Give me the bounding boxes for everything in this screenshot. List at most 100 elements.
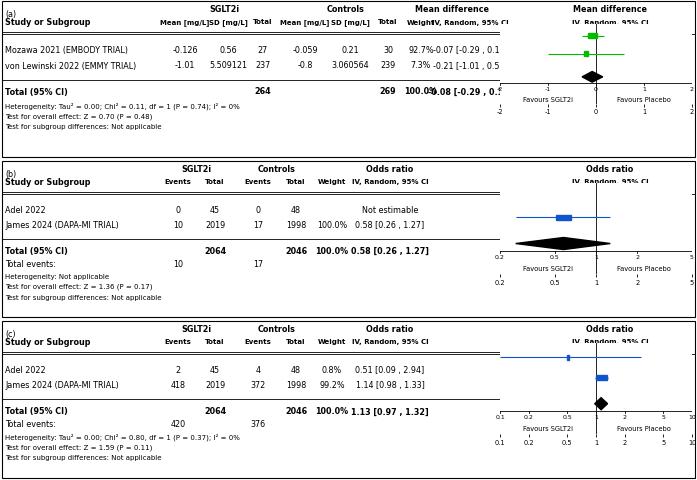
- Text: SD [mg/L]: SD [mg/L]: [330, 19, 369, 26]
- Text: (a): (a): [5, 10, 16, 19]
- Text: Controls: Controls: [327, 5, 365, 14]
- Text: Test for subgroup differences: Not applicable: Test for subgroup differences: Not appli…: [5, 294, 162, 300]
- Text: Study or Subgroup: Study or Subgroup: [5, 18, 91, 27]
- Text: (b): (b): [5, 169, 16, 179]
- Text: -0.07 [-0.29 , 0.16]: -0.07 [-0.29 , 0.16]: [433, 46, 507, 55]
- Text: IV, Random, 95% CI: IV, Random, 95% CI: [352, 339, 429, 345]
- Text: -1: -1: [545, 86, 551, 92]
- Text: 2046: 2046: [285, 407, 307, 416]
- Text: -0.059: -0.059: [292, 46, 318, 55]
- Text: 0: 0: [176, 205, 181, 214]
- Text: 1998: 1998: [286, 381, 306, 390]
- Text: 48: 48: [291, 365, 301, 374]
- Text: von Lewinski 2022 (EMMY TRIAL): von Lewinski 2022 (EMMY TRIAL): [5, 61, 136, 71]
- Text: Total: Total: [286, 339, 306, 345]
- Text: Test for subgroup differences: Not applicable: Test for subgroup differences: Not appli…: [5, 124, 162, 130]
- Text: 48: 48: [291, 205, 301, 214]
- Text: Odds ratio: Odds ratio: [586, 165, 634, 174]
- Text: Odds ratio: Odds ratio: [367, 165, 413, 174]
- Text: Heterogeneity: Tau² = 0.00; Chi² = 0.11, df = 1 (P = 0.74); I² = 0%: Heterogeneity: Tau² = 0.00; Chi² = 0.11,…: [5, 103, 240, 110]
- Text: Mean difference: Mean difference: [415, 5, 489, 14]
- Text: 0.5: 0.5: [562, 414, 572, 419]
- Text: 0.1: 0.1: [495, 414, 505, 419]
- Polygon shape: [516, 238, 611, 250]
- Text: 1: 1: [594, 254, 598, 259]
- Text: 4: 4: [256, 365, 261, 374]
- Text: Controls: Controls: [258, 324, 296, 334]
- Text: 0.8%: 0.8%: [322, 365, 342, 374]
- Text: 0.51 [0.09 , 2.94]: 0.51 [0.09 , 2.94]: [355, 365, 424, 374]
- Text: Mean difference: Mean difference: [573, 5, 647, 14]
- Text: 10: 10: [688, 414, 696, 419]
- Text: 1.14 [0.98 , 1.33]: 1.14 [0.98 , 1.33]: [355, 381, 424, 390]
- Text: 2: 2: [623, 414, 627, 419]
- Bar: [588, 35, 597, 39]
- Text: Total: Total: [205, 179, 224, 185]
- Text: 2: 2: [636, 254, 639, 259]
- Text: Study or Subgroup: Study or Subgroup: [5, 337, 91, 346]
- Text: IV, Random, 95% CI: IV, Random, 95% CI: [572, 179, 648, 185]
- Text: 99.2%: 99.2%: [319, 381, 345, 390]
- Text: 1: 1: [642, 86, 646, 92]
- Text: Total (95% CI): Total (95% CI): [5, 247, 68, 256]
- Text: 0.58 [0.26 , 1.27]: 0.58 [0.26 , 1.27]: [355, 221, 424, 230]
- Text: 10: 10: [173, 221, 183, 230]
- Text: Odds ratio: Odds ratio: [367, 324, 413, 334]
- Text: 0: 0: [594, 86, 598, 92]
- Text: Total (95% CI): Total (95% CI): [5, 407, 68, 416]
- Text: 2: 2: [176, 365, 181, 374]
- Text: 420: 420: [171, 419, 185, 428]
- Text: 0.56: 0.56: [219, 46, 237, 55]
- Text: 0.58 [0.26 , 1.27]: 0.58 [0.26 , 1.27]: [351, 247, 429, 256]
- Text: Test for subgroup differences: Not applicable: Test for subgroup differences: Not appli…: [5, 454, 162, 460]
- Text: 1: 1: [594, 414, 598, 419]
- Text: Test for overall effect: Z = 1.36 (P = 0.17): Test for overall effect: Z = 1.36 (P = 0…: [5, 283, 153, 290]
- Text: Favours SGLT2i: Favours SGLT2i: [523, 265, 573, 271]
- Text: 1.13 [0.97 , 1.32]: 1.13 [0.97 , 1.32]: [351, 407, 429, 416]
- Text: Events: Events: [245, 179, 271, 185]
- Text: 418: 418: [171, 381, 185, 390]
- Text: Total (95% CI): Total (95% CI): [5, 87, 68, 96]
- Text: 100.0%: 100.0%: [317, 221, 347, 230]
- Text: 5: 5: [661, 414, 665, 419]
- Text: James 2024 (DAPA-MI TRIAL): James 2024 (DAPA-MI TRIAL): [5, 221, 118, 230]
- Text: 372: 372: [250, 381, 266, 390]
- Text: -2: -2: [497, 86, 503, 92]
- Text: Study or Subgroup: Study or Subgroup: [5, 177, 91, 186]
- Bar: [596, 375, 607, 381]
- Text: Weight: Weight: [407, 20, 435, 25]
- Text: SGLT2i: SGLT2i: [181, 165, 211, 174]
- Text: Heterogeneity: Not applicable: Heterogeneity: Not applicable: [5, 273, 109, 279]
- Text: 45: 45: [210, 365, 220, 374]
- Text: Mean [mg/L]: Mean [mg/L]: [160, 19, 210, 26]
- Text: IV, Random, 95% CI: IV, Random, 95% CI: [352, 179, 429, 185]
- Text: 264: 264: [254, 87, 271, 96]
- Text: 0.21: 0.21: [342, 46, 359, 55]
- Text: Weight: Weight: [318, 339, 346, 345]
- Text: Heterogeneity: Tau² = 0.00; Chi² = 0.80, df = 1 (P = 0.37); I² = 0%: Heterogeneity: Tau² = 0.00; Chi² = 0.80,…: [5, 432, 240, 440]
- Text: -1.01: -1.01: [175, 61, 195, 71]
- Text: -0.21 [-1.01 , 0.59]: -0.21 [-1.01 , 0.59]: [433, 61, 507, 71]
- Text: Total: Total: [286, 179, 306, 185]
- Text: 10: 10: [173, 259, 183, 268]
- Text: 17: 17: [253, 221, 263, 230]
- Text: Odds ratio: Odds ratio: [586, 324, 634, 334]
- Text: Favours Placebo: Favours Placebo: [617, 425, 671, 431]
- Text: 45: 45: [210, 205, 220, 214]
- Text: 237: 237: [255, 61, 270, 71]
- Text: 2019: 2019: [205, 381, 225, 390]
- Text: 100.0%: 100.0%: [316, 247, 348, 256]
- Bar: [584, 52, 588, 57]
- Text: 30: 30: [383, 46, 393, 55]
- Text: 2019: 2019: [205, 221, 225, 230]
- Text: 2064: 2064: [204, 407, 226, 416]
- Text: Total events:: Total events:: [5, 259, 56, 268]
- Text: Favours SGLT2i: Favours SGLT2i: [523, 96, 573, 102]
- Text: 7.3%: 7.3%: [411, 61, 431, 71]
- Text: IV, Random, 95% CI: IV, Random, 95% CI: [572, 339, 648, 345]
- Text: SGLT2i: SGLT2i: [209, 5, 239, 14]
- Text: 100.0%: 100.0%: [316, 407, 348, 416]
- Text: Total: Total: [253, 20, 273, 25]
- Text: (c): (c): [5, 329, 15, 338]
- Text: 5.509121: 5.509121: [209, 61, 247, 71]
